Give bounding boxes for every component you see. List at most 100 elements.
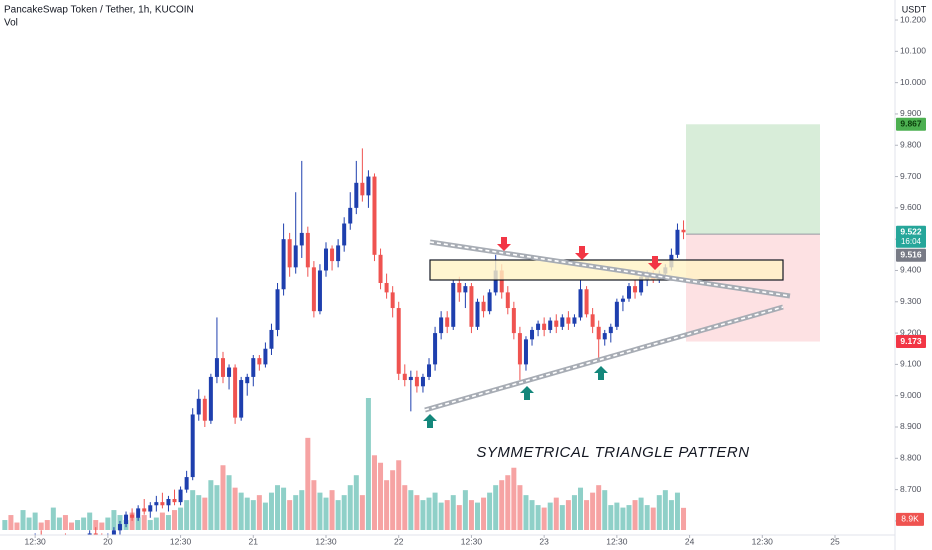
candle-body — [148, 505, 153, 512]
volume-bar — [56, 517, 62, 530]
volume-bar — [50, 507, 56, 530]
volume-bar — [408, 490, 414, 530]
volume-bar — [511, 467, 517, 530]
volume-bar — [8, 515, 14, 530]
candle-body — [269, 329, 274, 349]
candle-body — [324, 248, 329, 271]
volume-bar — [184, 500, 190, 530]
candle-body — [511, 308, 516, 334]
x-tick-label: 12:30 — [606, 536, 628, 546]
candle-body — [239, 380, 244, 418]
candle-body — [311, 267, 316, 312]
volume-bar — [681, 507, 687, 530]
candle-body — [142, 508, 147, 512]
volume-bar — [650, 507, 656, 530]
candle-body — [93, 533, 98, 535]
volume-bar — [553, 497, 559, 530]
candle-body — [457, 282, 462, 293]
volume-bar — [602, 490, 608, 530]
up-arrow — [520, 386, 534, 400]
chart-title: PancakeSwap Token / Tether, 1h, KUCOIN — [4, 5, 194, 16]
loss-zone — [686, 234, 820, 342]
candle-body — [584, 289, 589, 315]
volume-bar — [608, 505, 614, 530]
candle-body — [493, 270, 498, 293]
volume-label-bg — [896, 512, 924, 526]
volume-bar — [662, 490, 668, 530]
volume-bar — [614, 502, 620, 530]
candle-body — [608, 326, 613, 334]
chart-subtitle: Vol — [4, 18, 18, 29]
price-label-bg — [896, 225, 926, 248]
volume-bar — [62, 515, 68, 530]
candle-body — [420, 376, 425, 387]
volume-bar — [256, 495, 262, 530]
y-tick-label: 8.800 — [900, 453, 922, 463]
volume-bar — [596, 485, 602, 530]
candle-body — [384, 282, 389, 293]
candle-body — [372, 176, 377, 255]
candle-body — [263, 348, 268, 365]
candle-body — [463, 286, 468, 293]
price-label: 9.522 — [900, 227, 922, 237]
y-tick-label: 9.100 — [900, 359, 922, 369]
price-label: 9.173 — [900, 336, 922, 346]
volume-bar — [329, 490, 335, 530]
volume-bar — [529, 500, 535, 530]
candle-body — [136, 508, 141, 518]
volume-bar — [293, 495, 299, 530]
candle-body — [620, 298, 625, 302]
price-axis-bg — [895, 0, 932, 550]
y-tick-label: 9.400 — [900, 265, 922, 275]
candle-body — [178, 489, 183, 503]
volume-bar — [432, 492, 438, 530]
volume-bar — [462, 490, 468, 530]
volume-bar — [75, 520, 81, 530]
volume-bar — [93, 520, 99, 530]
candle-body — [517, 333, 522, 365]
candle-body — [681, 229, 686, 233]
y-axis-label: USDT — [902, 4, 927, 14]
x-tick-label: 12:30 — [752, 536, 774, 546]
volume-bar — [20, 510, 26, 530]
drawings: SYMMETRICAL TRIANGLE PATTERN — [423, 237, 791, 461]
volume-bar — [262, 502, 268, 530]
volume-bar — [481, 497, 487, 530]
candle-body — [548, 320, 553, 330]
volume-bar — [438, 502, 444, 530]
candle-body — [281, 239, 286, 290]
candle-body — [366, 176, 371, 196]
volume-bar — [444, 500, 450, 530]
volume-bar — [220, 465, 226, 530]
candle-body — [220, 358, 225, 377]
candle-body — [396, 308, 401, 374]
volume-bar — [311, 480, 317, 530]
candle-body — [154, 502, 159, 506]
profit-zone — [686, 124, 820, 235]
price-label: 9.867 — [900, 119, 922, 129]
candle-body — [390, 292, 395, 309]
volume-bar — [153, 517, 159, 530]
volume-bar — [305, 437, 311, 530]
candle-body — [196, 398, 201, 415]
y-tick-label: 8.700 — [900, 484, 922, 494]
volume-bar — [674, 492, 680, 530]
volume-bar — [353, 475, 359, 530]
volume-bar — [87, 512, 93, 530]
volume-bar — [493, 485, 499, 530]
down-arrow — [648, 256, 662, 270]
volume-bar — [147, 520, 153, 530]
candle-body — [202, 398, 207, 421]
candle-body — [378, 254, 383, 283]
candle-body — [614, 301, 619, 327]
candle-body — [336, 245, 341, 262]
x-tick-label: 12:30 — [25, 536, 47, 546]
candle-body — [499, 270, 504, 293]
volume-bar — [359, 495, 365, 530]
candle-body — [536, 323, 541, 330]
volume-bar — [656, 495, 662, 530]
volume-bar — [250, 500, 256, 530]
candle-body — [487, 292, 492, 312]
candle-body — [675, 229, 680, 255]
volume-bar — [620, 507, 626, 530]
